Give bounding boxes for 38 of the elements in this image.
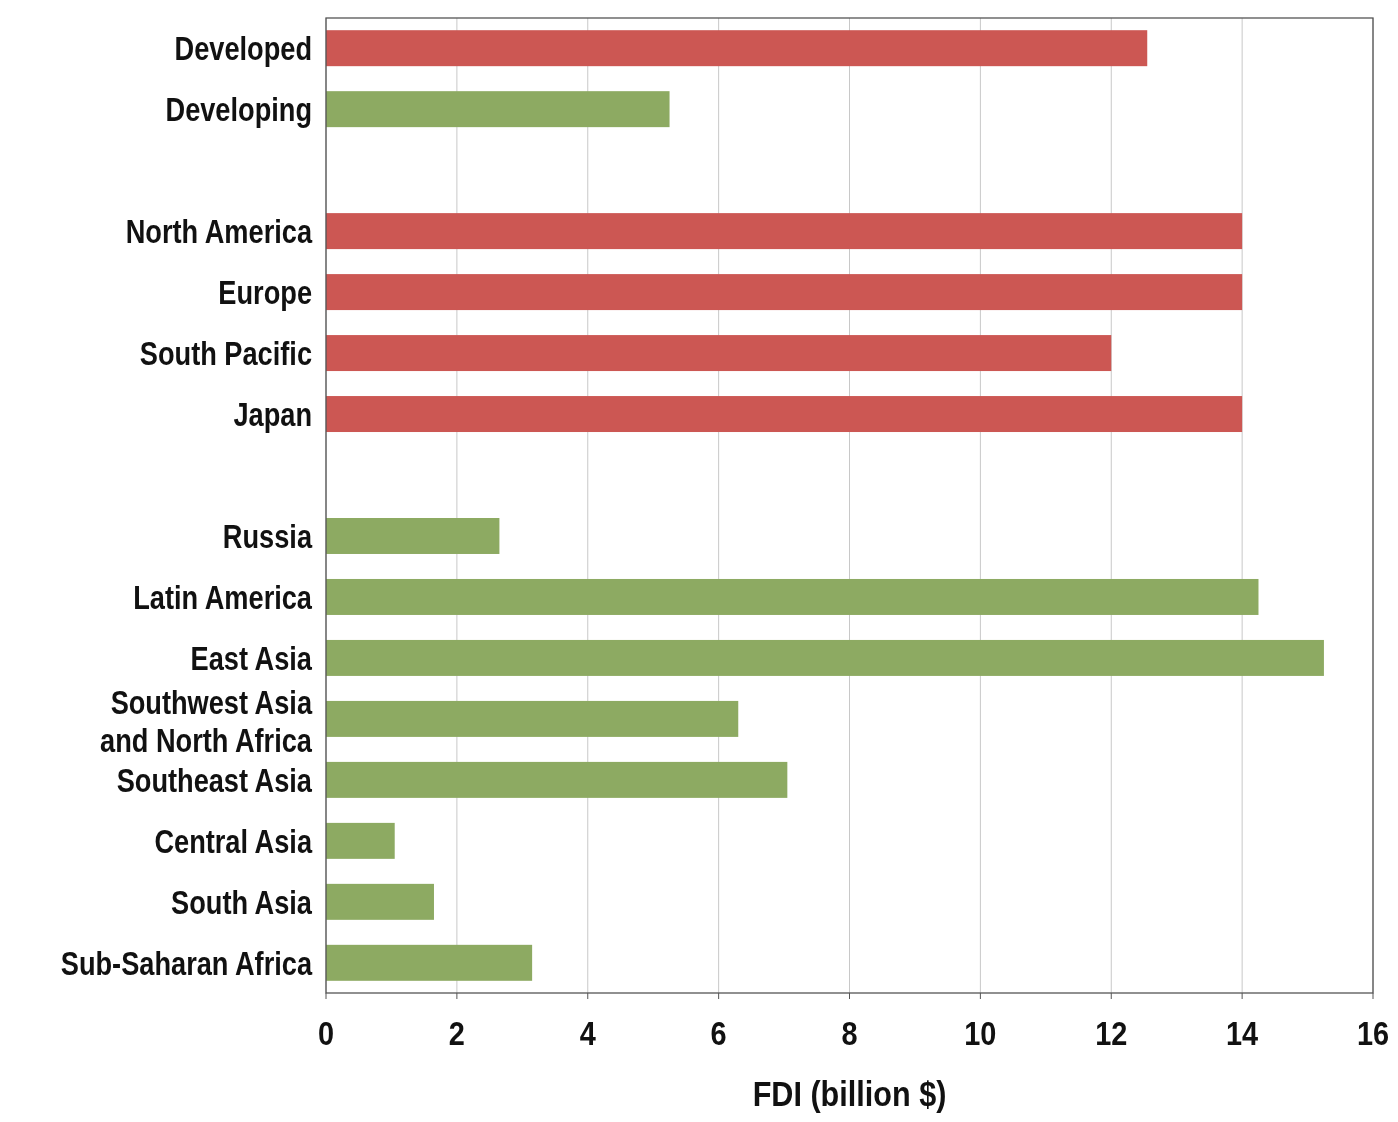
bar	[326, 639, 1324, 676]
x-tick-label: 16	[1356, 1013, 1390, 1053]
bar	[326, 30, 1148, 67]
y-tick-label: South Asia	[171, 882, 313, 922]
bar	[326, 578, 1259, 615]
y-tick-label: Developing	[165, 90, 312, 129]
bar	[326, 91, 670, 128]
bar	[326, 700, 739, 737]
y-tick-label: Latin America	[133, 578, 313, 617]
y-tick-label: North America	[125, 212, 313, 251]
y-tick-label: Developed	[174, 29, 312, 68]
y-tick-label: Europe	[218, 273, 312, 312]
x-tick-label: 8	[841, 1013, 858, 1053]
x-tick-label: 0	[317, 1013, 335, 1053]
bar	[326, 883, 434, 920]
y-tick-label: Sub-Saharan Africa	[60, 943, 313, 983]
y-tick-label: Japan	[233, 395, 312, 434]
y-tick-label: South Pacific	[139, 334, 312, 373]
bar	[326, 761, 788, 798]
y-tick-label: East Asia	[190, 639, 313, 678]
x-tick-label: 2	[448, 1013, 465, 1053]
bar	[326, 396, 1243, 433]
y-tick-label: Russia	[222, 517, 313, 556]
bar	[326, 213, 1243, 250]
y-tick-label: Southeast Asia	[116, 760, 313, 800]
x-tick-label: 4	[579, 1013, 597, 1053]
bar	[326, 822, 395, 859]
x-tick-label: 14	[1226, 1013, 1259, 1053]
y-tick-label: Southwest Asia and North Africa	[100, 682, 313, 760]
x-axis-title: FDI (billion $)	[752, 1073, 947, 1114]
bar	[326, 518, 500, 554]
bar	[326, 335, 1112, 372]
x-tick-label: 6	[710, 1013, 727, 1053]
bar	[326, 274, 1243, 311]
bar	[326, 944, 533, 981]
x-tick-label: 12	[1095, 1013, 1128, 1053]
x-tick-label: 10	[964, 1013, 997, 1053]
y-tick-label: Central Asia	[154, 821, 313, 861]
